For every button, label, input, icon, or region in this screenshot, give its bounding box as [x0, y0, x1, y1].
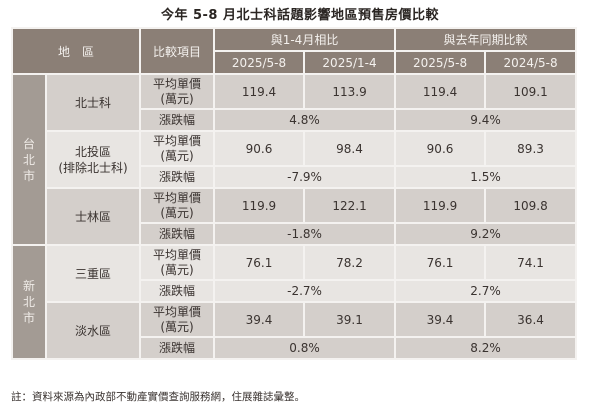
- price-cell: 76.1: [394, 244, 487, 281]
- change-cell: 8.2%: [394, 336, 578, 360]
- price-cell: 119.4: [394, 73, 487, 110]
- price-cell: 90.6: [394, 130, 487, 167]
- table-row: 新北市 三重區 平均單價 (萬元) 76.1 78.2 76.1 74.1: [11, 244, 578, 360]
- region-name: 淡水區: [44, 301, 142, 360]
- change-cell: 9.4%: [394, 108, 578, 132]
- price-cell: 36.4: [484, 301, 578, 338]
- table-title: 今年 5-8 月北士科話題影響地區預售房價比較: [160, 8, 440, 23]
- item-label-change: 漲跌幅: [139, 165, 216, 189]
- change-cell: 4.8%: [213, 108, 397, 132]
- price-cell: 122.1: [303, 187, 397, 224]
- header-item: 比較項目: [139, 27, 216, 75]
- header-group-vs-last-year: 與去年同期比較: [394, 27, 578, 52]
- city-new-taipei: 新北市: [11, 244, 47, 360]
- change-cell: -7.9%: [213, 165, 397, 189]
- city-taipei: 台北市: [11, 73, 47, 246]
- item-label-price: 平均單價 (萬元): [139, 73, 216, 110]
- table-row: 漲跌幅 -7.9% 1.5%: [12, 165, 578, 189]
- item-label-change: 漲跌幅: [139, 108, 216, 132]
- change-cell: 1.5%: [394, 165, 578, 189]
- item-label-price: 平均單價 (萬元): [139, 301, 216, 338]
- table-row: 漲跌幅 -1.8% 9.2%: [12, 222, 578, 246]
- price-cell: 119.9: [394, 187, 487, 224]
- price-cell: 39.4: [213, 301, 306, 338]
- price-cell: 98.4: [303, 130, 397, 167]
- table-row: 士林區 平均單價 (萬元) 119.9 122.1 119.9 109.8: [12, 187, 578, 246]
- header-col-2024-5-8: 2024/5-8: [484, 50, 578, 75]
- table-row: 北投區 (排除北士科) 平均單價 (萬元) 90.6 98.4 90.6 89.3: [12, 130, 578, 189]
- item-label-price: 平均單價 (萬元): [139, 130, 216, 167]
- price-cell: 74.1: [484, 244, 578, 281]
- price-cell: 109.1: [484, 73, 578, 110]
- item-label-price: 平均單價 (萬元): [139, 187, 216, 224]
- price-cell: 90.6: [213, 130, 306, 167]
- item-label-change: 漲跌幅: [139, 222, 216, 246]
- price-cell: 119.9: [213, 187, 306, 224]
- table-row: 漲跌幅 4.8% 9.4%: [12, 108, 578, 132]
- table-row: 漲跌幅 0.8% 8.2%: [12, 336, 578, 360]
- region-name: 北投區 (排除北士科): [44, 130, 142, 189]
- change-cell: 2.7%: [394, 279, 578, 303]
- change-cell: 0.8%: [213, 336, 397, 360]
- item-label-change: 漲跌幅: [139, 279, 216, 303]
- table-row: 台北市 北士科 平均單價 (萬元) 119.4 113.9 119.4 109.1: [11, 73, 578, 246]
- change-cell: -2.7%: [213, 279, 397, 303]
- price-cell: 39.1: [303, 301, 397, 338]
- header-region: 地 區: [10, 27, 142, 75]
- change-cell: 9.2%: [394, 222, 578, 246]
- price-cell: 113.9: [303, 73, 397, 110]
- change-cell: -1.8%: [213, 222, 397, 246]
- item-label-change: 漲跌幅: [139, 336, 216, 360]
- region-name: 士林區: [44, 187, 142, 246]
- source-note: 註：資料來源為內政部不動產實價查詢服務網，住展雜誌彙整。: [11, 391, 305, 403]
- table-row: 漲跌幅 -2.7% 2.7%: [12, 279, 578, 303]
- item-label-price: 平均單價 (萬元): [139, 244, 216, 281]
- header-col-2025-1-4: 2025/1-4: [303, 50, 397, 75]
- table-row: 淡水區 平均單價 (萬元) 39.4 39.1 39.4 36.4: [12, 301, 578, 360]
- region-name: 北士科: [44, 73, 142, 132]
- price-comparison-table: 地 區 比較項目 與1-4月相比 與去年同期比較 2025/5-8 2025/1…: [10, 27, 578, 360]
- price-cell: 76.1: [213, 244, 306, 281]
- price-cell: 39.4: [394, 301, 487, 338]
- region-name: 三重區: [44, 244, 142, 303]
- price-cell: 109.8: [484, 187, 578, 224]
- header-group-vs-jan-apr: 與1-4月相比: [213, 27, 397, 52]
- header-col-2025-5-8-b: 2025/5-8: [394, 50, 487, 75]
- price-cell: 119.4: [213, 73, 306, 110]
- price-cell: 89.3: [484, 130, 578, 167]
- price-cell: 78.2: [303, 244, 397, 281]
- header-col-2025-5-8-a: 2025/5-8: [213, 50, 306, 75]
